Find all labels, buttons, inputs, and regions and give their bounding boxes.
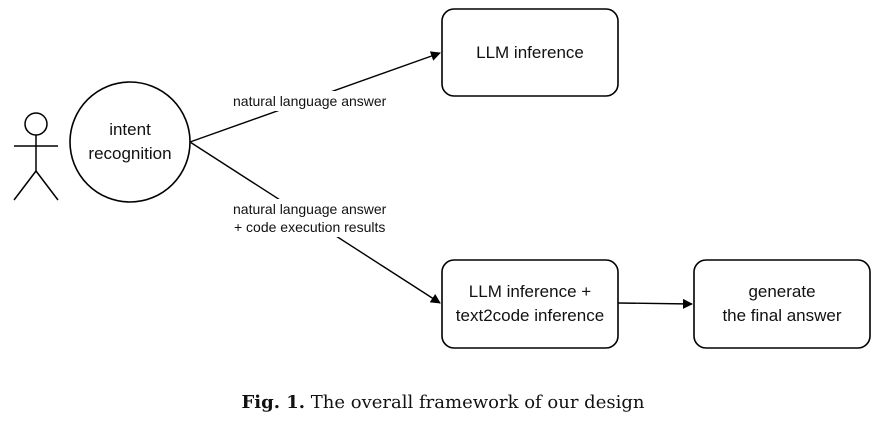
llm-inference-text: LLM inference (476, 42, 584, 62)
edge-label-bottom-line2: + code execution results (233, 219, 386, 235)
llm-inference-node (441, 8, 619, 97)
caption-text: The overall framework of our design (310, 392, 645, 413)
llm-inference-label: LLM inference (442, 9, 618, 96)
llm-text2code-label: LLM inference + text2code inference (442, 260, 618, 348)
llm-text2code-line2: text2code inference (455, 306, 605, 325)
intent-recognition-label: intent recognition (70, 118, 190, 166)
edge-label-top-text: natural language answer (233, 93, 387, 109)
edge-label-top: natural language answer (230, 91, 390, 111)
edge-label-bottom: natural language answer + code execution… (230, 199, 390, 237)
final-answer-node (693, 259, 871, 349)
caption-prefix: Fig. 1. (241, 392, 306, 413)
llm-text2code-line1: LLM inference + (468, 282, 592, 301)
final-answer-line2: the final answer (722, 306, 842, 325)
final-answer-line1: generate (748, 282, 816, 301)
final-answer-label: generate the final answer (694, 260, 870, 348)
figure-caption: Fig. 1. The overall framework of our des… (0, 392, 886, 413)
edge-label-bottom-line1: natural language answer (233, 201, 387, 217)
intent-label-line2: recognition (88, 144, 172, 163)
intent-label-line1: intent (109, 120, 151, 139)
llm-text2code-node (441, 259, 619, 349)
user-icon (13, 112, 59, 201)
edge-llm-code-to-final (617, 298, 693, 309)
